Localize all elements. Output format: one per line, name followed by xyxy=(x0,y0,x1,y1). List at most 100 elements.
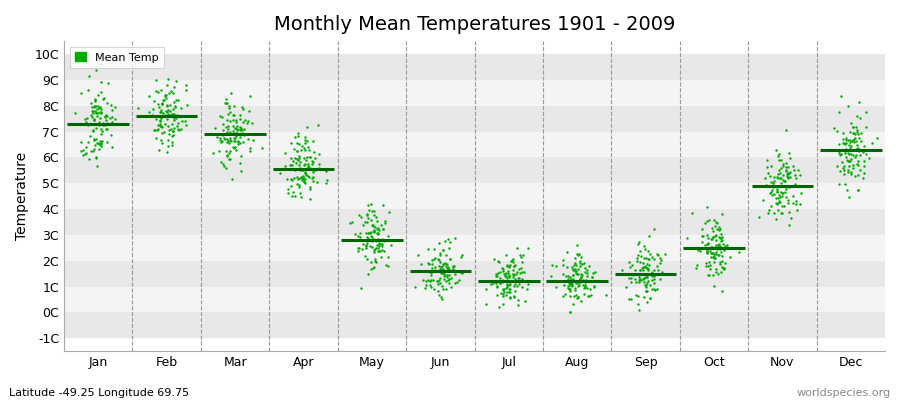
Point xyxy=(767,191,781,198)
Point xyxy=(220,152,234,159)
Point xyxy=(91,109,105,116)
Point xyxy=(713,243,727,250)
Point xyxy=(435,296,449,302)
Point xyxy=(680,244,695,251)
Point xyxy=(695,233,709,240)
Point xyxy=(91,140,105,146)
Point xyxy=(159,102,174,108)
Point xyxy=(310,179,324,185)
Point xyxy=(499,273,513,280)
Point xyxy=(96,96,111,102)
Point xyxy=(365,234,380,240)
Point xyxy=(292,154,306,161)
Point xyxy=(240,136,255,142)
Point xyxy=(293,175,308,182)
Point xyxy=(96,95,111,102)
Point xyxy=(637,263,652,269)
Point xyxy=(564,283,579,290)
Point xyxy=(837,146,851,153)
Bar xyxy=(64,157,885,183)
Point xyxy=(226,128,240,134)
Point xyxy=(773,157,788,163)
Point xyxy=(629,279,643,285)
Point xyxy=(366,265,381,271)
Point xyxy=(490,292,504,298)
Point xyxy=(281,190,295,196)
Point xyxy=(364,222,379,228)
Point xyxy=(296,173,310,180)
Point xyxy=(158,112,172,118)
Point xyxy=(484,280,499,287)
Point xyxy=(426,277,440,283)
Legend: Mean Temp: Mean Temp xyxy=(69,47,165,68)
Point xyxy=(584,274,598,280)
Point xyxy=(213,112,228,119)
Point xyxy=(704,244,718,250)
Point xyxy=(711,233,725,240)
Point xyxy=(366,248,381,255)
Point xyxy=(565,266,580,272)
Point xyxy=(702,259,716,265)
Point xyxy=(360,256,374,263)
Point xyxy=(358,230,373,236)
Point xyxy=(691,246,706,253)
Point xyxy=(497,270,511,277)
Point xyxy=(290,140,304,146)
Point xyxy=(564,280,579,286)
Point xyxy=(843,145,858,151)
Point xyxy=(559,272,573,279)
Point xyxy=(839,154,853,160)
Point xyxy=(366,228,381,234)
Point xyxy=(556,271,571,277)
Point xyxy=(770,206,785,213)
Point xyxy=(690,262,705,268)
Point xyxy=(84,148,98,154)
Point xyxy=(716,264,730,270)
Point xyxy=(366,222,381,228)
Point xyxy=(381,254,395,260)
Point xyxy=(294,194,309,200)
Point xyxy=(165,138,179,145)
Point xyxy=(371,231,385,238)
Point xyxy=(166,128,180,134)
Point xyxy=(501,272,516,279)
Point xyxy=(89,109,104,116)
Bar xyxy=(64,183,885,209)
Point xyxy=(579,277,593,284)
Point xyxy=(345,219,359,225)
Point xyxy=(442,245,456,252)
Point xyxy=(78,36,93,42)
Point xyxy=(854,138,868,144)
Point xyxy=(171,96,185,103)
Point xyxy=(776,190,790,196)
Point xyxy=(94,130,109,137)
Point xyxy=(846,137,860,143)
Point xyxy=(575,282,590,288)
Point xyxy=(705,244,719,251)
Point xyxy=(220,116,235,123)
Point xyxy=(375,240,390,247)
Point xyxy=(569,262,583,268)
Point xyxy=(364,217,379,224)
Point xyxy=(143,113,157,120)
Point xyxy=(781,199,796,206)
Point xyxy=(433,267,447,274)
Point xyxy=(784,182,798,189)
Point xyxy=(439,265,454,271)
Point xyxy=(358,253,373,260)
Point xyxy=(838,140,852,147)
Point xyxy=(571,266,585,272)
Point xyxy=(298,146,312,153)
Point xyxy=(713,261,727,268)
Point xyxy=(430,278,445,284)
Point xyxy=(418,278,433,284)
Point xyxy=(658,250,672,257)
Point xyxy=(835,140,850,146)
Point xyxy=(850,146,865,152)
Point xyxy=(371,226,385,232)
Point xyxy=(227,138,241,144)
Point xyxy=(847,136,861,142)
Point xyxy=(206,150,220,156)
Point xyxy=(712,252,726,258)
Point xyxy=(306,167,320,174)
